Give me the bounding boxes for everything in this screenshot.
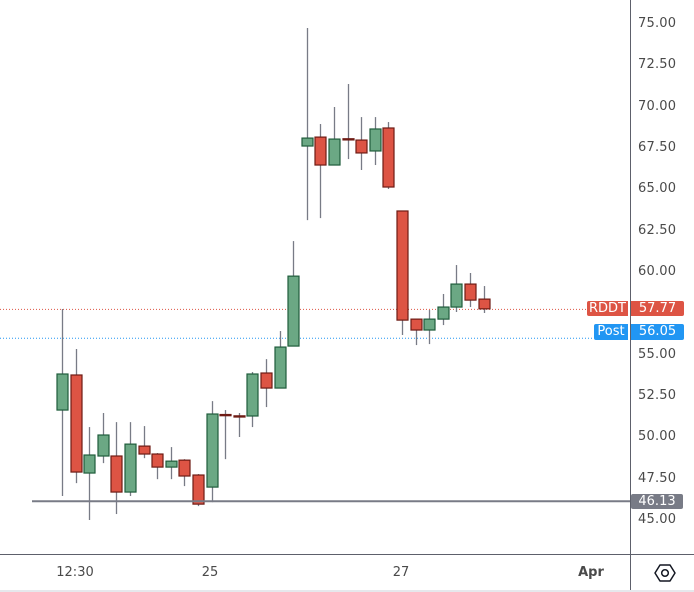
candle-down	[314, 136, 327, 166]
candle-down	[138, 445, 151, 455]
price-tick: 70.00	[638, 99, 677, 114]
price-tick: 62.50	[638, 223, 677, 238]
candle-down	[396, 210, 409, 321]
candlestick-plot[interactable]	[0, 0, 630, 554]
price-tick: 75.00	[638, 16, 677, 31]
time-tick: 25	[201, 565, 219, 580]
candle-up	[206, 413, 219, 488]
candle-down	[70, 374, 83, 473]
candle-down	[355, 139, 368, 154]
candle-down	[410, 318, 423, 331]
symbol-tag: RDDT	[587, 301, 628, 316]
horizontal-line-price-tag: 46.13	[631, 494, 683, 509]
candle-up	[287, 275, 300, 347]
post-market-price-tag: 56.05	[631, 324, 684, 340]
price-tick: 45.00	[638, 512, 677, 527]
candle-up	[97, 434, 110, 457]
chart-pane[interactable]	[0, 0, 630, 554]
candle-up	[83, 454, 96, 474]
candle-up	[165, 460, 178, 468]
candle-down	[192, 474, 205, 505]
price-tick: 50.00	[638, 429, 677, 444]
candle-down	[464, 283, 477, 301]
candle-up	[246, 373, 259, 417]
price-tick: 65.00	[638, 181, 677, 196]
candle-down	[151, 453, 164, 468]
time-axis-border	[0, 554, 694, 555]
candle-down	[219, 413, 232, 417]
candle-up	[301, 137, 314, 147]
time-tick: 12:30	[56, 565, 94, 580]
price-tick: 72.50	[638, 57, 677, 72]
candle-up	[328, 138, 341, 166]
chart-settings-button[interactable]	[652, 562, 678, 584]
candle-up	[437, 306, 450, 320]
price-tick: 55.00	[638, 347, 677, 362]
price-tick: 67.50	[638, 140, 677, 155]
candle-up	[369, 128, 382, 152]
candle-down	[382, 127, 395, 188]
price-tick: 60.00	[638, 264, 677, 279]
settings-hexagon-icon	[654, 564, 676, 582]
candle-down	[342, 138, 355, 141]
candle-down	[260, 372, 273, 389]
candle-down	[110, 455, 123, 493]
candle-up	[124, 443, 137, 493]
candle-down	[178, 459, 191, 477]
post-market-tag: Post	[594, 324, 628, 340]
candle-down	[233, 415, 246, 418]
candle-up	[450, 283, 463, 308]
candle-up	[274, 346, 287, 389]
last-price-tag: 57.77	[631, 301, 684, 316]
price-tick: 47.50	[638, 471, 677, 486]
price-tick: 52.50	[638, 388, 677, 403]
time-tick: 27	[392, 565, 410, 580]
price-axis-border	[630, 0, 631, 590]
candle-down	[478, 298, 491, 310]
candle-up	[56, 373, 69, 411]
candle-up	[423, 318, 436, 331]
time-tick: Apr	[578, 565, 604, 580]
bottom-border	[0, 590, 694, 592]
